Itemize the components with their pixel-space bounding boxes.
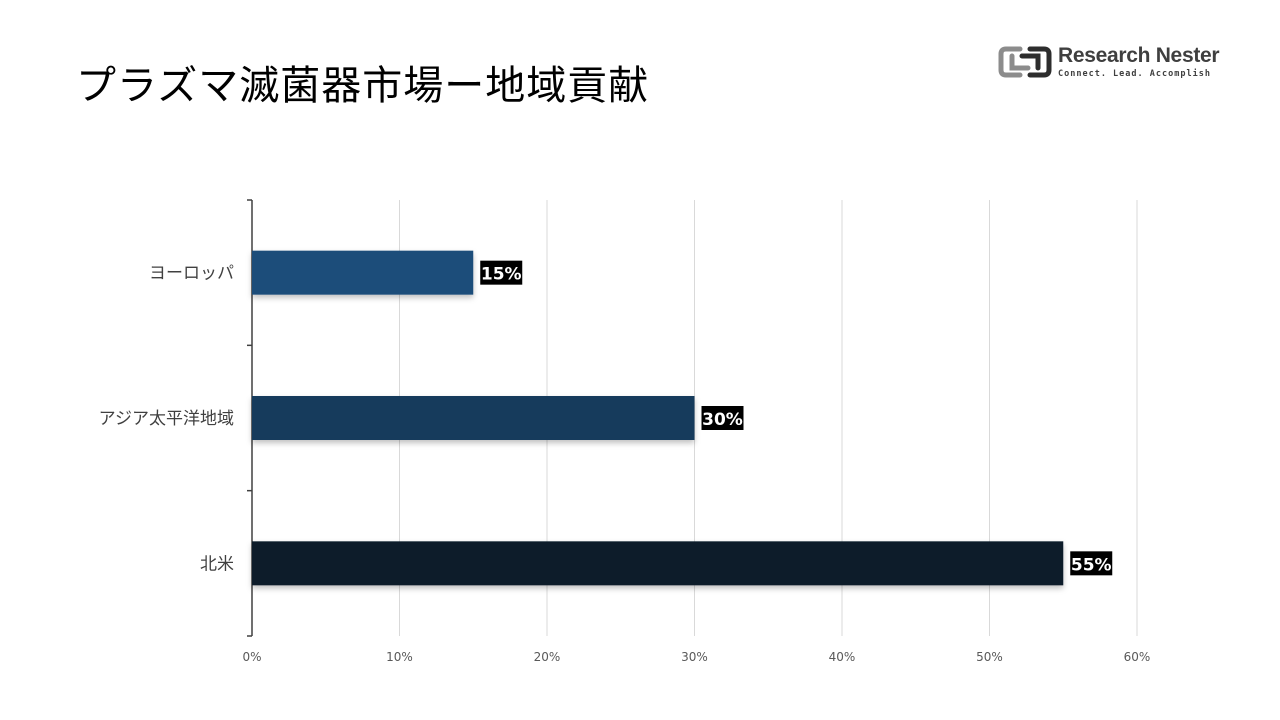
logo-name: Research Nester <box>1058 44 1220 67</box>
research-nester-logo-icon <box>998 46 1052 78</box>
x-tick-label: 30% <box>681 650 708 664</box>
page-title: プラズマ滅菌器市場ー地域貢献 <box>76 63 650 109</box>
bar <box>252 541 1064 586</box>
x-tick-labels: 0% 10% 20% 30% 40% 50% 60% <box>242 650 1150 664</box>
data-label: 15% <box>481 265 522 285</box>
data-label: 55% <box>1071 555 1112 575</box>
logo-tagline: Connect. Lead. Accomplish <box>1058 69 1211 79</box>
y-axis <box>247 199 253 637</box>
research-nester-logo: Research Nester Connect. Lead. Accomplis… <box>998 44 1228 84</box>
data-label-background <box>480 260 523 285</box>
category-label: ヨーロッパ <box>149 264 234 284</box>
x-tick-label: 50% <box>976 650 1003 664</box>
data-label-background <box>1070 551 1113 576</box>
data-label: 30% <box>702 410 743 430</box>
x-tick-label: 10% <box>386 650 413 664</box>
x-tick-label: 0% <box>242 650 261 664</box>
x-tick-label: 60% <box>1124 650 1151 664</box>
bar <box>252 396 695 440</box>
bars <box>252 250 1064 586</box>
category-label: アジア太平洋地域 <box>99 409 234 429</box>
data-labels: 15% 30% 55% <box>480 260 1113 576</box>
bar <box>252 250 474 295</box>
data-label-background <box>701 406 744 430</box>
x-tick-label: 20% <box>534 650 561 664</box>
x-tick-label: 40% <box>829 650 856 664</box>
category-label: 北米 <box>200 554 234 574</box>
